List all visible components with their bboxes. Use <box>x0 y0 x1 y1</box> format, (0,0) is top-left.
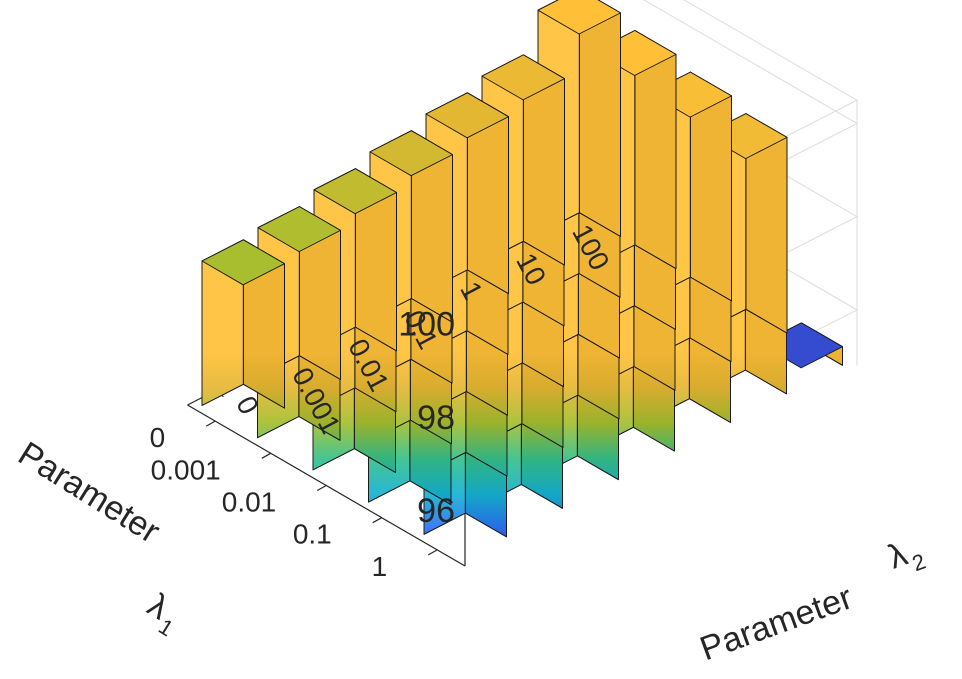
bar-top-face <box>537 0 621 35</box>
y-axis-label-text: Parameter <box>695 578 857 668</box>
x-axis-label-text: Parameter <box>12 435 167 551</box>
bar-top-face <box>481 54 565 101</box>
x-tick-mark <box>372 517 383 524</box>
x-tick-label: 1 <box>372 551 388 582</box>
z-tick-label: 98 <box>417 399 455 437</box>
y-axis-label-symbol: λ <box>883 535 912 577</box>
y-axis-label-sub: 2 <box>909 549 929 577</box>
y-axis-label: Parameter λ 2 <box>695 535 929 668</box>
bar-top-face <box>313 168 397 215</box>
bar-top-face <box>257 206 341 253</box>
x-tick-label: 0.01 <box>222 487 277 518</box>
bar-top-face <box>425 92 509 139</box>
bar-top-face <box>369 130 453 177</box>
x-tick-mark <box>427 549 438 556</box>
x-tick-mark <box>316 484 327 492</box>
bar-right-shade <box>578 0 621 237</box>
z-tick-labels: 96 98 100 <box>398 306 455 530</box>
x-tick-label: 0.1 <box>293 519 332 550</box>
x-tick-mark <box>205 420 216 427</box>
bars <box>201 0 843 538</box>
x-tick-label: 0 <box>150 422 166 453</box>
z-tick-label: 100 <box>398 306 455 344</box>
x-tick-label: 0.001 <box>151 454 221 485</box>
bar-top-face <box>201 239 285 286</box>
z-tick-label: 96 <box>417 492 455 530</box>
bar-0-0 <box>201 239 285 409</box>
x-tick-mark <box>261 452 272 459</box>
